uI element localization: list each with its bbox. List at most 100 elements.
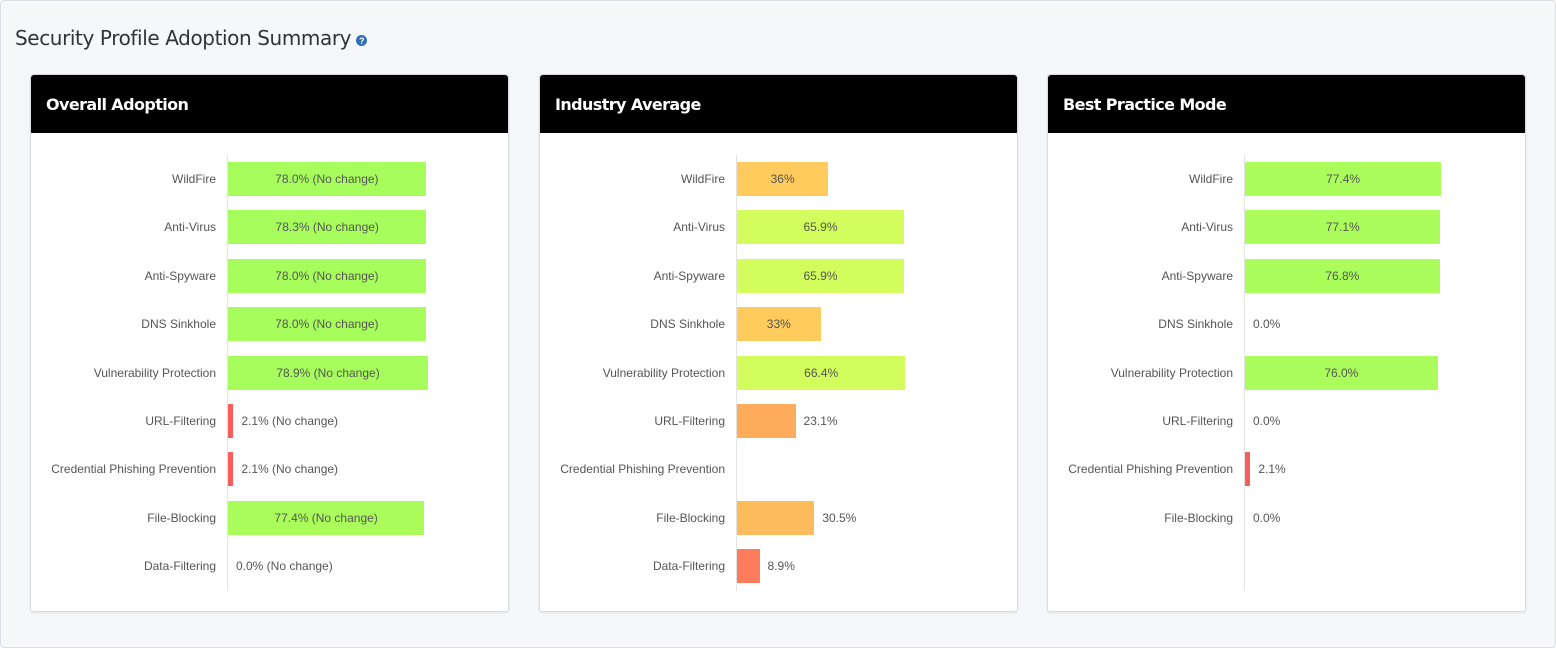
chart-axis-line [1244, 155, 1245, 591]
data-label: 77.4% [1326, 172, 1361, 186]
data-label: 78.0% (No change) [275, 172, 379, 186]
chart-row: Vulnerability Protection 76.0% [1048, 355, 1525, 390]
data-label: 76.0% [1324, 365, 1359, 380]
bar[interactable] [737, 210, 905, 245]
bar[interactable] [1245, 452, 1251, 487]
data-label: 30.5% [822, 510, 857, 525]
bar[interactable] [228, 355, 428, 390]
data-label: 77.1% [1325, 220, 1360, 235]
bar[interactable] [737, 549, 760, 584]
chart-row: URL-Filtering 2.1% (No change) [31, 404, 508, 438]
bar[interactable] [1245, 355, 1438, 390]
category-label: File-Blocking [147, 510, 216, 525]
card-header: Industry Average [540, 75, 1017, 133]
category-label: URL-Filtering [1162, 414, 1233, 428]
data-label: 78.0% (No change) [275, 317, 379, 332]
chart-row: DNS Sinkhole 0.0% [1048, 307, 1525, 341]
bar[interactable] [228, 162, 426, 196]
card-title: Overall Adoption [46, 94, 189, 114]
card-header: Overall Adoption [31, 75, 508, 133]
chart-row: WildFire 77.4% [1048, 162, 1525, 196]
help-icon[interactable]: ? [356, 35, 368, 46]
bar-chart-best-practice-mode: WildFire 77.4% Anti-Virus 77.1% Anti-Spyware… [1048, 133, 1525, 611]
chart-row: WildFire 78.0% (No change) [31, 162, 508, 196]
category-label: Anti-Virus [1181, 220, 1233, 235]
bar[interactable] [1245, 258, 1440, 293]
category-label: Vulnerability Protection [93, 365, 216, 380]
data-label: 66.4% [804, 365, 839, 380]
category-label: Anti-Spyware [1161, 268, 1233, 283]
card-best-practice-mode: Best Practice Mode WildFire 77.4% Anti-Vir… [1047, 74, 1526, 612]
category-label: Vulnerability Protection [1110, 365, 1233, 380]
category-label: Data-Filtering [143, 559, 216, 574]
category-label: DNS Sinkhole [650, 317, 725, 332]
bar[interactable] [228, 452, 234, 487]
chart-row: Anti-Virus 78.3% (No change) [31, 210, 508, 245]
bar-chart-industry-average: WildFire 36% Anti-Virus 65.9% Anti-Spyware 65… [540, 133, 1017, 611]
chart-row: DNS Sinkhole 78.0% (No change) [31, 307, 508, 342]
chart-row: DNS Sinkhole 33% [540, 307, 1017, 342]
chart-row: Vulnerability Protection 78.9% (No change… [31, 355, 508, 390]
category-label: Vulnerability Protection [602, 365, 725, 380]
bar[interactable] [737, 355, 906, 390]
data-label: 2.1% (No change) [241, 414, 339, 428]
card-header: Best Practice Mode [1048, 75, 1525, 133]
category-label: Credential Phishing Prevention [51, 462, 216, 477]
data-label: 0.0% [1253, 414, 1281, 428]
category-label: WildFire [1189, 172, 1233, 186]
category-label: File-Blocking [1164, 510, 1233, 525]
category-label: Anti-Spyware [653, 268, 725, 283]
chart-row: URL-Filtering 23.1% [540, 404, 1017, 438]
data-label: 0.0% (No change) [236, 559, 333, 574]
data-label: 33% [766, 317, 791, 332]
category-label: Anti-Virus [673, 220, 725, 235]
data-label: 2.1% (No change) [241, 462, 339, 477]
chart-row: Vulnerability Protection 66.4% [540, 355, 1017, 390]
bar[interactable] [1245, 162, 1442, 196]
category-label: Anti-Virus [164, 220, 216, 235]
data-label: 2.1% [1258, 462, 1286, 477]
data-label: 0.0% [1253, 317, 1281, 332]
bar[interactable] [1245, 210, 1441, 245]
bar[interactable] [737, 500, 815, 535]
chart-row: Anti-Spyware 65.9% [540, 258, 1017, 293]
bar[interactable] [228, 210, 427, 245]
bar[interactable] [737, 162, 829, 196]
category-label: File-Blocking [656, 510, 725, 525]
card-title: Best Practice Mode [1063, 94, 1227, 114]
chart-row: Anti-Virus 65.9% [540, 210, 1017, 245]
chart-row: Anti-Spyware 78.0% (No change) [31, 258, 508, 293]
bar[interactable] [737, 307, 821, 342]
chart-row: File-Blocking 0.0% [1048, 501, 1525, 535]
category-label: Data-Filtering [652, 559, 725, 574]
chart-row: WildFire 36% [540, 162, 1017, 196]
page-title-text: Security Profile Adoption Summary [15, 26, 352, 50]
bar[interactable] [228, 404, 234, 438]
bar[interactable] [228, 258, 426, 293]
card-overall-adoption: Overall Adoption WildFire 78.0% (No chang… [30, 74, 509, 612]
chart-axis-line [227, 155, 228, 591]
chart-row: File-Blocking 30.5% [540, 500, 1017, 535]
chart-row: Data-Filtering 8.9% [540, 549, 1017, 584]
bar[interactable] [228, 307, 426, 342]
page-title: Security Profile Adoption Summary ? [15, 26, 368, 50]
category-label: URL-Filtering [145, 414, 216, 428]
chart-axis-line [736, 155, 737, 591]
bar[interactable] [228, 500, 425, 535]
chart-row: File-Blocking 77.4% (No change) [31, 500, 508, 535]
data-label: 23.1% [803, 414, 838, 428]
data-label: 0.0% [1253, 510, 1281, 525]
bar-chart-overall-adoption: WildFire 78.0% (No change) Anti-Virus 78.3%… [31, 133, 508, 611]
card-industry-average: Industry Average WildFire 36% Anti-Virus 65… [539, 74, 1018, 612]
chart-row: Credential Phishing Prevention 2.1% [1048, 452, 1525, 487]
bar[interactable] [737, 258, 905, 293]
category-label: DNS Sinkhole [141, 317, 216, 332]
data-label: 65.9% [803, 220, 838, 235]
chart-row: Credential Phishing Prevention [540, 452, 1017, 486]
chart-row: Data-Filtering 0.0% (No change) [31, 549, 508, 583]
category-label: Credential Phishing Prevention [1068, 462, 1233, 477]
chart-row: URL-Filtering 0.0% [1048, 404, 1525, 438]
category-label: Credential Phishing Prevention [560, 462, 725, 477]
bar[interactable] [737, 404, 796, 438]
data-label: 77.4% (No change) [274, 510, 378, 525]
